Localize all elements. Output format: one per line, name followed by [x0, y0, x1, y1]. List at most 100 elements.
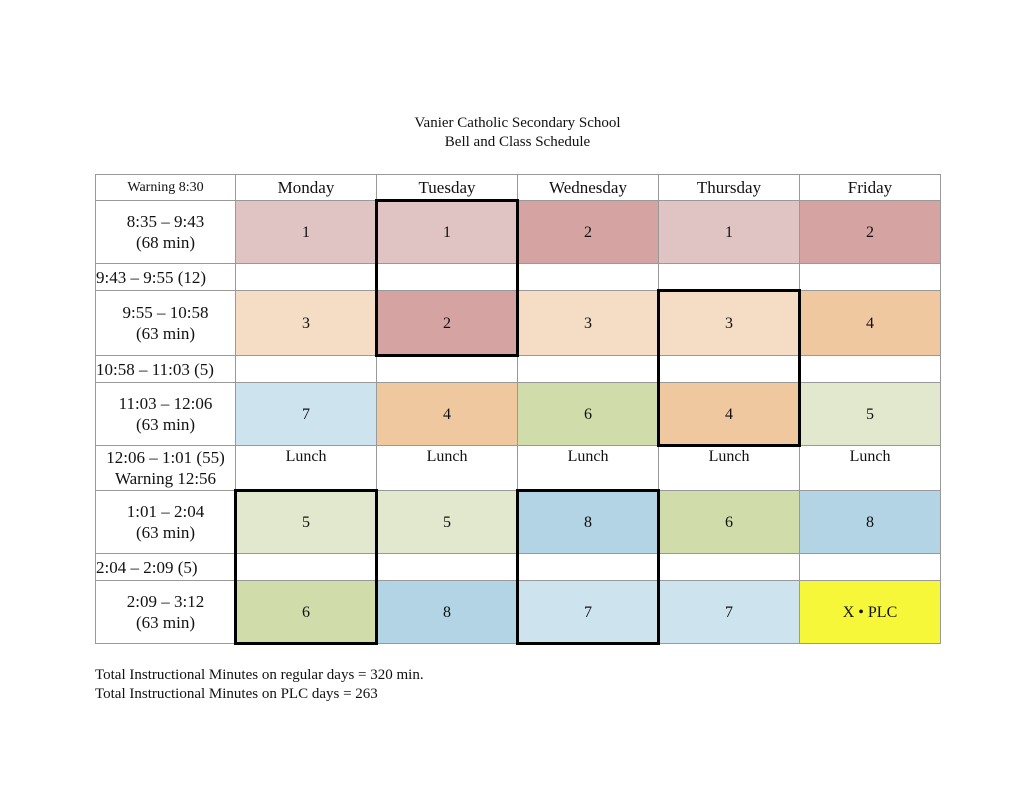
cell-text: 6 [584, 405, 592, 423]
cell-text: 1 [443, 223, 451, 241]
class-cell: 3 [517, 290, 659, 356]
break-cell [799, 553, 941, 581]
cell-text: 4 [725, 405, 733, 423]
title: Vanier Catholic Secondary School [414, 115, 621, 131]
time-cell: 8:35 – 9:43 (68 min) [95, 200, 236, 264]
corner-cell: Warning 8:30 [95, 174, 236, 201]
class-cell: 6 [658, 490, 800, 554]
time-cell: 10:58 – 11:03 (5) [95, 355, 236, 383]
class-cell: 4 [376, 382, 518, 446]
class-cell: 8 [799, 490, 941, 554]
class-cell: 2 [799, 200, 941, 264]
class-cell: 5 [235, 490, 377, 554]
break-cell [235, 553, 377, 581]
class-cell: 6 [235, 580, 377, 644]
cell-text: 1 [302, 223, 310, 241]
day-header: Thursday [658, 174, 800, 201]
class-cell: Lunch [658, 445, 800, 491]
class-cell: 1 [235, 200, 377, 264]
cell-text: 2 [584, 223, 592, 241]
cell-text: 2:09 – 3:12 [126, 592, 205, 611]
break-cell [517, 553, 659, 581]
time-cell: 9:43 – 9:55 (12) [95, 263, 236, 291]
cell-text: Lunch [567, 448, 609, 465]
class-cell: 2 [517, 200, 659, 264]
time-cell: 1:01 – 2:04 (63 min) [95, 490, 236, 554]
class-cell: Lunch [235, 445, 377, 491]
break-cell [517, 263, 659, 291]
cell-text: 6 [725, 513, 733, 531]
cell-text: Thursday [696, 178, 762, 197]
time-cell: 9:55 – 10:58 (63 min) [95, 290, 236, 356]
cell-text: (68 min) [135, 233, 196, 252]
cell-text: 4 [443, 405, 451, 423]
highlight-box [657, 289, 801, 447]
cell-text: 8:35 – 9:43 [126, 212, 205, 231]
cell-text: 9:43 – 9:55 (12) [96, 267, 207, 287]
cell-text: 7 [584, 603, 592, 621]
footer-line: Total Instructional Minutes on regular d… [95, 667, 424, 683]
break-cell [799, 355, 941, 383]
break-cell [799, 263, 941, 291]
highlight-box [375, 199, 519, 357]
cell-text: Warning 12:56 [114, 469, 217, 488]
break-cell [235, 355, 377, 383]
cell-text: Wednesday [549, 178, 627, 197]
subtitle: Bell and Class Schedule [444, 134, 591, 150]
cell-text: Tuesday [418, 178, 476, 197]
class-cell: 5 [376, 490, 518, 554]
cell-text: 5 [866, 405, 874, 423]
highlight-box [234, 489, 378, 645]
cell-text: Warning 8:30 [127, 180, 204, 195]
cell-text: 8 [443, 603, 451, 621]
day-header: Friday [799, 174, 941, 201]
cell-text: Lunch [426, 448, 468, 465]
cell-text: 10:58 – 11:03 (5) [96, 359, 214, 379]
class-cell: 4 [799, 290, 941, 356]
cell-text: Lunch [285, 448, 327, 465]
cell-text: (63 min) [135, 324, 196, 343]
footer-line: Total Instructional Minutes on PLC days … [95, 686, 378, 702]
cell-text: X • PLC [842, 603, 898, 621]
class-cell: Lunch [799, 445, 941, 491]
class-cell: 5 [799, 382, 941, 446]
cell-text: 8 [866, 513, 874, 531]
class-cell: 8 [376, 580, 518, 644]
cell-text: (63 min) [135, 415, 196, 434]
day-header: Wednesday [517, 174, 659, 201]
cell-text: Friday [847, 178, 893, 197]
cell-text: 3 [584, 314, 592, 332]
class-cell: 3 [235, 290, 377, 356]
cell-text: Lunch [708, 448, 750, 465]
time-cell: 11:03 – 12:06 (63 min) [95, 382, 236, 446]
day-header: Monday [235, 174, 377, 201]
cell-text: 8 [584, 513, 592, 531]
break-cell [658, 263, 800, 291]
cell-text: 5 [443, 513, 451, 531]
cell-text: 6 [302, 603, 310, 621]
cell-text: 7 [725, 603, 733, 621]
class-cell: Lunch [517, 445, 659, 491]
cell-text: (63 min) [135, 523, 196, 542]
class-cell: 6 [517, 382, 659, 446]
class-cell: Lunch [376, 445, 518, 491]
cell-text: Monday [277, 178, 335, 197]
cell-text: 1:01 – 2:04 [126, 502, 205, 521]
cell-text: 2 [443, 314, 451, 332]
class-cell: 7 [517, 580, 659, 644]
class-cell: X • PLC [799, 580, 941, 644]
break-cell [376, 553, 518, 581]
highlight-box [516, 489, 660, 645]
class-cell: 1 [658, 200, 800, 264]
cell-text: (63 min) [135, 613, 196, 632]
time-cell: 2:09 – 3:12 (63 min) [95, 580, 236, 644]
cell-text: 11:03 – 12:06 [118, 394, 213, 413]
class-cell: 4 [658, 382, 800, 446]
cell-text: 5 [302, 513, 310, 531]
cell-text: 2:04 – 2:09 (5) [96, 557, 198, 577]
class-cell: 7 [235, 382, 377, 446]
time-cell: 2:04 – 2:09 (5) [95, 553, 236, 581]
break-cell [376, 355, 518, 383]
time-cell: 12:06 – 1:01 (55) Warning 12:56 [95, 445, 236, 491]
